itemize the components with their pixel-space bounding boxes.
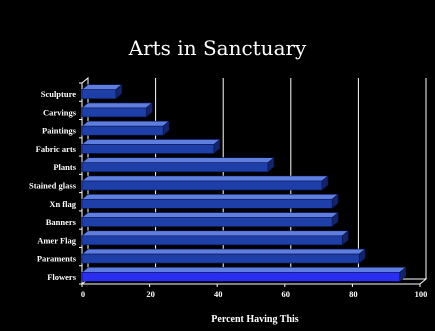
x-axis-title: Percent Having This	[211, 314, 299, 325]
category-label: Paintings	[42, 126, 77, 136]
bar	[81, 180, 323, 191]
bar-top	[81, 193, 339, 200]
bar	[81, 272, 401, 282]
bar	[81, 198, 333, 209]
x-tick-label: 40	[214, 289, 223, 299]
chart-title: Arts in Sanctuary	[128, 36, 307, 60]
bar-top	[81, 175, 329, 182]
bar	[81, 217, 333, 227]
category-label: Amer Flag	[37, 235, 77, 245]
bar-top	[81, 267, 407, 273]
bar-top	[81, 102, 154, 109]
category-label: Sculpture	[41, 89, 76, 99]
bar-top	[81, 230, 350, 237]
bar	[81, 235, 343, 246]
category-label: Xn flag	[49, 199, 76, 209]
category-label: Plants	[53, 162, 76, 172]
bar-top	[81, 212, 339, 218]
bar	[81, 107, 147, 118]
bar	[81, 125, 164, 136]
bar-top	[81, 248, 366, 255]
bar	[81, 144, 215, 154]
x-tick-label: 0	[81, 289, 85, 299]
category-label: Banners	[46, 217, 77, 227]
bar-top	[81, 120, 170, 127]
category-label: Stained glass	[29, 181, 77, 191]
bar-top	[81, 84, 123, 90]
category-label: Flowers	[47, 272, 76, 282]
x-tick-label: 80	[349, 289, 358, 299]
category-label: Fabric arts	[36, 144, 77, 154]
x-tick-label: 60	[282, 289, 291, 299]
category-label: Carvings	[43, 107, 77, 117]
x-tick-label: 100	[415, 289, 428, 299]
bar-top	[81, 157, 275, 164]
bar	[81, 89, 117, 99]
bar-top	[81, 139, 221, 145]
bar	[81, 253, 360, 264]
x-tick-label: 20	[146, 289, 155, 299]
bar	[81, 162, 269, 173]
category-label: Paraments	[37, 254, 77, 264]
